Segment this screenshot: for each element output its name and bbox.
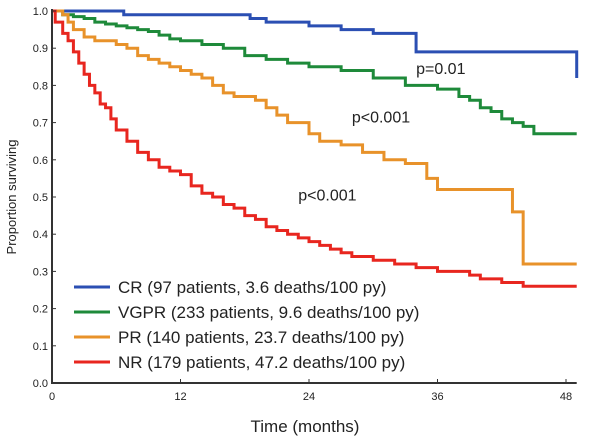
y-tick-label: 0.9 [33, 43, 48, 55]
series-layer [52, 9, 579, 288]
series-line-pr [52, 9, 577, 266]
x-axis-label: Time (months) [251, 417, 360, 436]
legend-label: VGPR (233 patients, 9.6 deaths/100 py) [118, 303, 419, 322]
legend-label: NR (179 patients, 47.2 deaths/100 py) [118, 353, 405, 372]
x-tick-label: 36 [431, 391, 443, 403]
y-tick-label: 0.2 [33, 304, 48, 316]
p-value-annotation: p<0.001 [298, 188, 356, 205]
series-line-vgpr [52, 9, 577, 136]
y-tick-label: 0.1 [33, 341, 48, 353]
y-tick-label: 0.0 [33, 378, 48, 390]
series-line-cr [52, 9, 579, 78]
x-ticks: 0 12 24 36 48 [49, 379, 572, 403]
y-tick-label: 0.4 [33, 229, 48, 241]
y-axis-label: Proportion surviving [4, 140, 19, 255]
legend-label: CR (97 patients, 3.6 deaths/100 py) [118, 278, 386, 297]
annotations: p=0.01 p<0.001 p<0.001 [298, 61, 465, 204]
y-tick-label: 0.6 [33, 155, 48, 167]
y-tick-label: 0.7 [33, 118, 48, 130]
legend-label: PR (140 patients, 23.7 deaths/100 py) [118, 328, 404, 347]
legend: CR (97 patients, 3.6 deaths/100 py) VGPR … [74, 278, 419, 372]
x-tick-label: 0 [49, 391, 55, 403]
y-tick-label: 0.5 [33, 192, 48, 204]
y-ticks: 0.0 0.1 0.2 0.3 0.4 0.5 0.6 0.7 0.8 0.9 1.0 [33, 6, 56, 390]
series-line-nr [52, 9, 577, 288]
y-tick-label: 0.3 [33, 266, 48, 278]
p-value-annotation: p<0.001 [352, 110, 410, 127]
p-value-annotation: p=0.01 [416, 61, 465, 78]
x-tick-label: 12 [174, 391, 186, 403]
y-tick-label: 1.0 [33, 6, 48, 18]
x-tick-label: 48 [560, 391, 572, 403]
y-tick-label: 0.8 [33, 80, 48, 92]
x-tick-label: 24 [303, 391, 315, 403]
